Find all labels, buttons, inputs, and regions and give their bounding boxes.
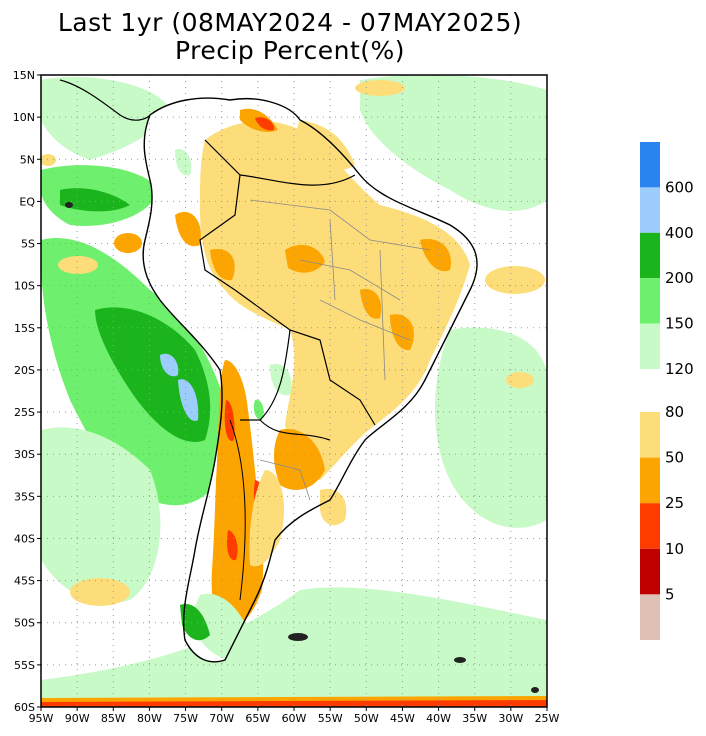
lon-tick-label: 80W: [137, 712, 162, 725]
lon-tick-label: 40W: [426, 712, 451, 725]
legend-label: 600: [665, 178, 694, 196]
map-title-line2: Precip Percent(%): [174, 36, 406, 65]
lat-tick-label: 60S: [14, 701, 35, 714]
legend-swatch: [640, 187, 660, 233]
lat-tick-label: 40S: [14, 532, 35, 545]
lat-tick-label: 35S: [14, 490, 35, 503]
lat-tick-label: 5N: [20, 153, 35, 166]
lon-tick-label: 50W: [354, 712, 379, 725]
legend-label: 150: [665, 315, 694, 333]
legend-swatch: [640, 142, 660, 188]
lat-tick-label: 50S: [14, 617, 35, 630]
lat-tick-label: 45S: [14, 575, 35, 588]
lon-tick-label: 60W: [282, 712, 307, 725]
legend-label: 120: [665, 360, 694, 378]
lat-tick-label: 10N: [13, 111, 35, 124]
map-title-line1: Last 1yr (08MAY2024 - 07MAY2025): [57, 8, 523, 37]
legend-label: 80: [665, 403, 684, 421]
lat-tick-label: 10S: [14, 280, 35, 293]
lon-tick-label: 55W: [318, 712, 343, 725]
lon-tick-label: 45W: [390, 712, 415, 725]
legend-wet-scale: 600 400 200 150 120: [640, 142, 694, 378]
lon-tick-label: 70W: [209, 712, 234, 725]
lon-tick-label: 85W: [101, 712, 126, 725]
legend-swatch: [640, 323, 660, 369]
country-borders: [199, 139, 376, 426]
coastline: [142, 97, 478, 663]
legend-swatch: [640, 594, 660, 640]
legend-swatch: [640, 412, 660, 458]
lat-axis: 15N 10N 5N EQ 5S 10S 15S 20S 25S 30S 35S 40S 45S 50S 5…: [13, 69, 41, 714]
map-grid: [41, 75, 547, 707]
legend-label: 400: [665, 224, 694, 242]
lon-axis: 95W 90W 85W 80W 75W 70W 65W 60W 55W 50W 45W 40W 35W 3…: [29, 707, 560, 725]
lat-tick-label: 15N: [13, 69, 35, 82]
legend-label: 200: [665, 269, 694, 287]
lon-tick-label: 30W: [498, 712, 523, 725]
lat-tick-label: EQ: [19, 195, 35, 208]
legend-label: 50: [665, 449, 684, 467]
lon-tick-label: 35W: [462, 712, 487, 725]
lat-tick-label: 25S: [14, 406, 35, 419]
legend-label: 10: [665, 540, 684, 558]
legend-swatch: [640, 457, 660, 504]
lon-tick-label: 25W: [535, 712, 560, 725]
map-field: [41, 75, 547, 707]
lon-tick-label: 90W: [65, 712, 90, 725]
legend-swatch: [640, 503, 660, 549]
islands: [65, 202, 539, 693]
lat-tick-label: 20S: [14, 364, 35, 377]
legend-swatch: [640, 278, 660, 324]
lat-tick-label: 55S: [14, 659, 35, 672]
lon-tick-label: 65W: [245, 712, 270, 725]
legend-label: 25: [665, 494, 684, 512]
legend-swatch: [640, 232, 660, 279]
legend-label: 5: [665, 585, 675, 603]
legend-swatch: [640, 548, 660, 595]
state-borders: [249, 199, 431, 501]
lat-tick-label: 30S: [14, 448, 35, 461]
lat-tick-label: 5S: [21, 238, 35, 251]
legend-dry-scale: 80 50 25 10 5: [640, 403, 684, 640]
lon-tick-label: 95W: [29, 712, 54, 725]
lat-tick-label: 15S: [14, 322, 35, 335]
lon-tick-label: 75W: [173, 712, 198, 725]
